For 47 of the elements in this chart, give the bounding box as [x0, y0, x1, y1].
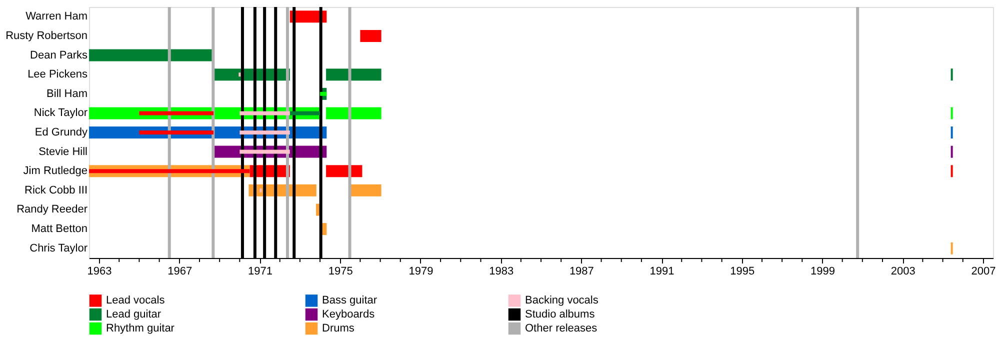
y-tick-label: Lee Pickens — [28, 68, 88, 81]
y-tick-label: Dean Parks — [30, 49, 88, 62]
x-tick-label: 1999 — [810, 266, 835, 278]
bar — [139, 111, 214, 116]
bar — [360, 30, 382, 42]
bar — [89, 49, 214, 62]
bar — [240, 111, 290, 116]
bar — [320, 92, 327, 96]
x-tick-label: 1971 — [248, 266, 272, 278]
y-tick-label: Bill Ham — [46, 88, 88, 100]
legend-label: Drums — [322, 322, 355, 334]
x-tick-label: 1975 — [328, 266, 353, 278]
y-tick-label: Rick Cobb III — [24, 184, 88, 196]
legend-label: Lead vocals — [106, 294, 166, 307]
legend-label: Other releases — [525, 322, 598, 334]
y-tick-label: Ed Grundy — [34, 126, 88, 138]
legend-label: Studio albums — [525, 308, 596, 320]
bar — [326, 68, 382, 81]
bar — [326, 165, 362, 178]
legend-label: Keyboards — [322, 308, 376, 320]
bar — [139, 130, 214, 134]
bar — [240, 150, 290, 154]
legend-label: Rhythm guitar — [106, 322, 175, 334]
y-tick-label: Matt Betton — [31, 223, 88, 236]
x-tick-label: 1963 — [87, 266, 112, 278]
x-tick-label: 1987 — [569, 266, 594, 278]
x-tick-label: 1979 — [408, 266, 434, 278]
legend-label: Backing vocals — [525, 294, 599, 307]
x-tick-label: 1995 — [730, 266, 755, 278]
y-tick-label: Rusty Robertson — [6, 30, 88, 42]
bar — [290, 111, 320, 116]
y-tick-label: Randy Reeder — [16, 204, 88, 216]
y-tick-label: Chris Taylor — [30, 242, 88, 254]
x-tick-label: 2003 — [890, 266, 916, 278]
y-tick-label: Nick Taylor — [34, 107, 88, 120]
x-tick-label: 1967 — [168, 266, 192, 278]
x-tick-label: 1991 — [650, 266, 674, 278]
y-tick-label: Jim Rutledge — [23, 165, 88, 178]
bar — [326, 107, 382, 120]
x-tick-label: 2007 — [971, 266, 996, 278]
bar — [240, 130, 290, 134]
bar — [350, 184, 382, 196]
y-tick-label: Stevie Hill — [38, 146, 88, 158]
x-tick-label: 1983 — [489, 266, 514, 278]
y-tick-label: Warren Ham — [26, 10, 88, 23]
legend-label: Lead guitar — [106, 308, 162, 320]
legend-label: Bass guitar — [322, 294, 378, 307]
